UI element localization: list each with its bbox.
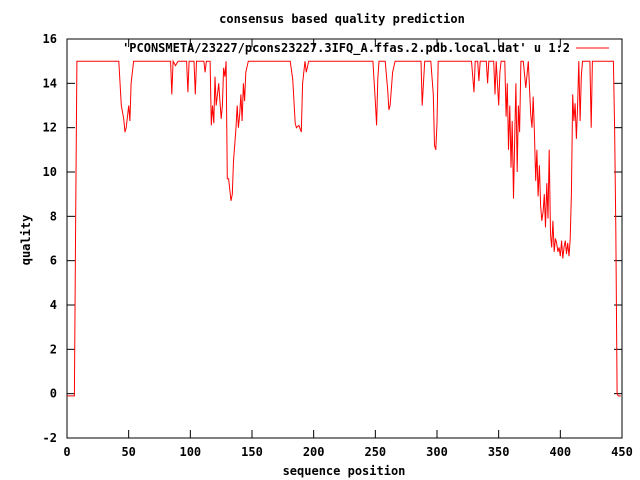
x-tick-label: 100 bbox=[179, 445, 201, 459]
x-tick-label: 400 bbox=[549, 445, 571, 459]
chart-title: consensus based quality prediction bbox=[219, 12, 465, 26]
y-tick-label: 2 bbox=[50, 342, 57, 356]
ticks-layer: -2 0 2 4 6 8 10 12 14 16 0 50 100 150 200 250 300 350 400 4… bbox=[43, 32, 633, 459]
y-tick-label: 10 bbox=[43, 165, 57, 179]
x-tick-label: 50 bbox=[121, 445, 135, 459]
y-axis-label: quality bbox=[19, 215, 33, 266]
y-tick-label: 4 bbox=[50, 298, 57, 312]
x-tick-label: 450 bbox=[611, 445, 633, 459]
legend: 'PCONSMETA/23227/pcons23227.3IFQ_A.ffas.… bbox=[122, 41, 609, 56]
x-axis-label: sequence position bbox=[283, 464, 406, 478]
x-tick-label: 300 bbox=[426, 445, 448, 459]
y-tick-label: 8 bbox=[50, 209, 57, 223]
x-tick-label: 150 bbox=[241, 445, 263, 459]
y-tick-label: -2 bbox=[43, 431, 57, 445]
plot-frame bbox=[66, 38, 623, 439]
series-layer bbox=[67, 59, 621, 397]
x-tick-label: 250 bbox=[364, 445, 386, 459]
x-tick-label: 350 bbox=[488, 445, 510, 459]
y-tick-label: 14 bbox=[43, 76, 57, 90]
legend-label: 'PCONSMETA/23227/pcons23227.3IFQ_A.ffas.… bbox=[122, 41, 570, 56]
y-tick-label: 0 bbox=[50, 387, 57, 401]
series-line-quality bbox=[67, 59, 621, 397]
x-tick-label: 200 bbox=[303, 445, 325, 459]
x-tick-label: 0 bbox=[63, 445, 70, 459]
y-tick-label: 12 bbox=[43, 121, 57, 135]
y-tick-label: 6 bbox=[50, 254, 57, 268]
y-tick-label: 16 bbox=[43, 32, 57, 46]
